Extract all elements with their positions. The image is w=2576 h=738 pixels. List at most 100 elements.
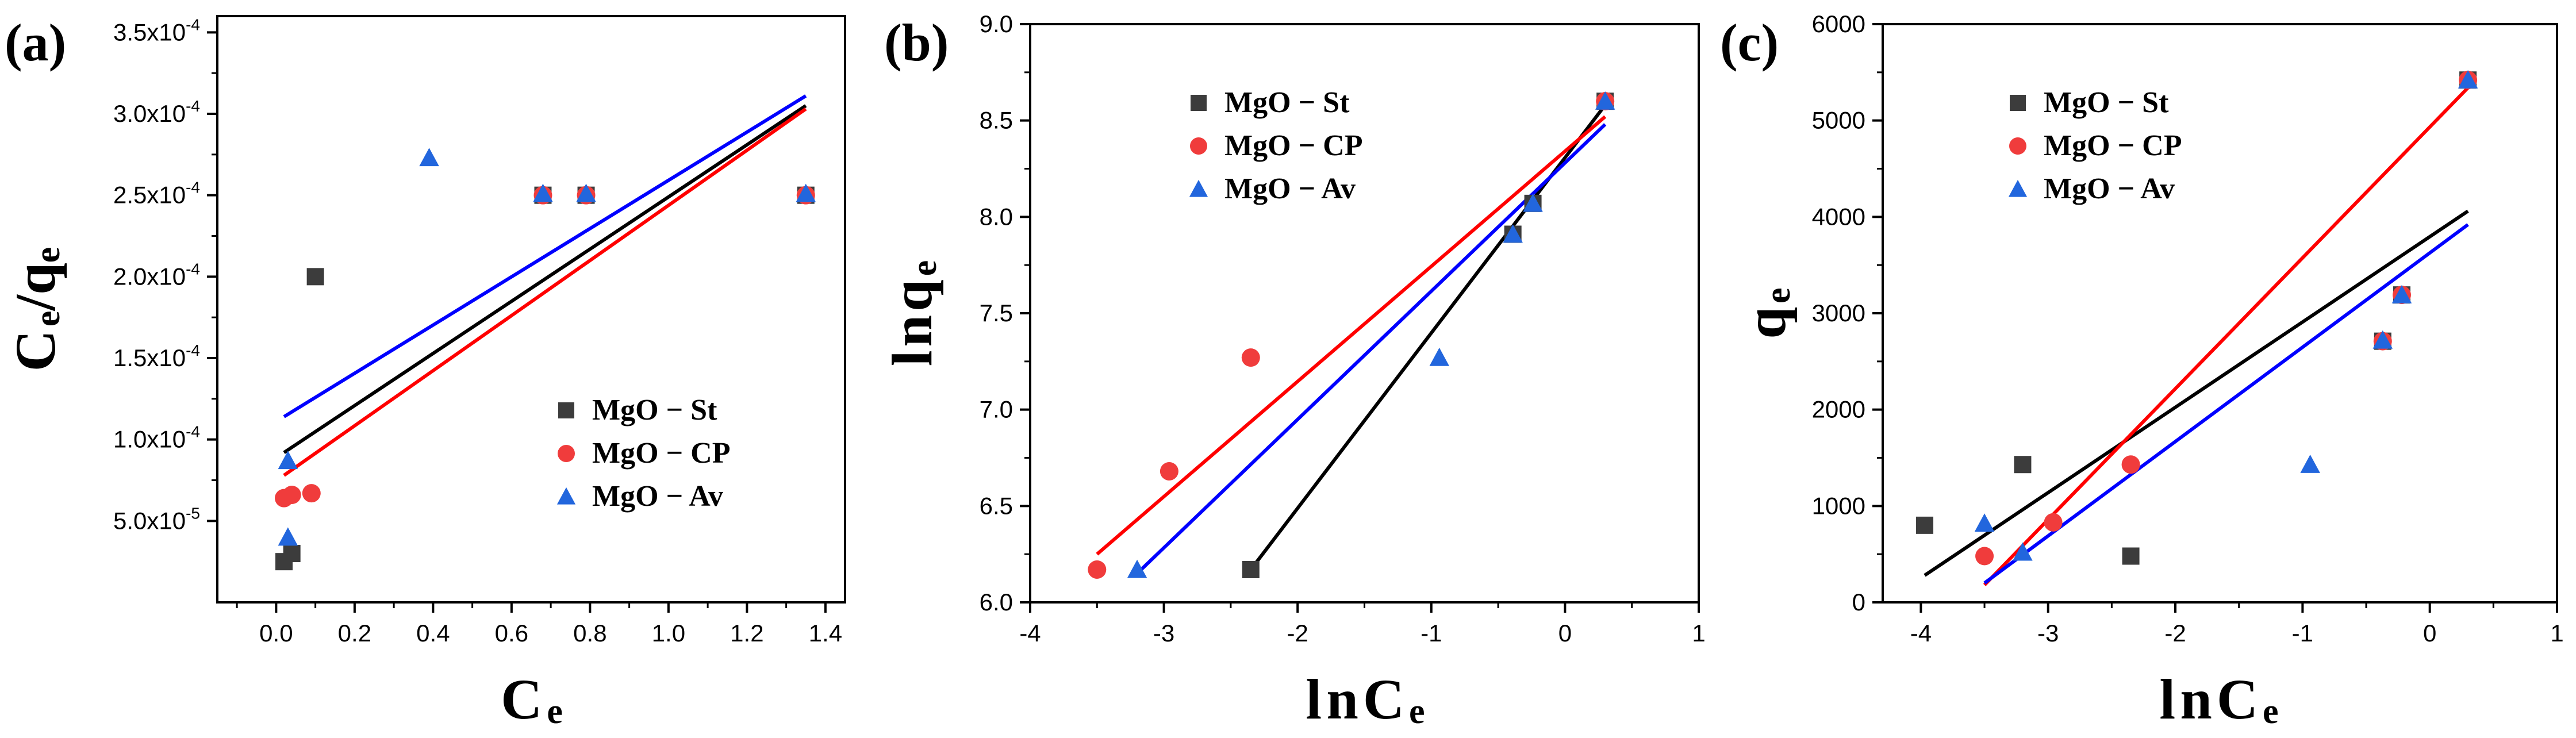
y-axis-label-subscript: e — [905, 260, 944, 276]
y-tick-label: 3.0x10-4 — [113, 97, 200, 127]
data-point-Av — [278, 451, 298, 470]
y-tick-label: 6.0 — [980, 589, 1013, 616]
y-tick-label: 2.0x10-4 — [113, 260, 200, 290]
fit-line-CP — [1096, 115, 1607, 556]
x-axis-label-subscript: e — [1409, 692, 1425, 731]
legend-marker-Av — [1189, 179, 1208, 197]
data-point-St — [1242, 560, 1260, 578]
panel-label: (b) — [884, 13, 949, 72]
y-axis-label: Ce/qe — [3, 247, 67, 372]
legend-marker-CP — [1190, 137, 1207, 155]
x-tick-label: 1.4 — [809, 620, 842, 647]
data-point-CP — [282, 486, 301, 504]
y-axis-label-separator: /q — [3, 263, 67, 311]
y-tick-label: 9.0 — [980, 10, 1013, 37]
fit-line-Av — [1136, 123, 1607, 575]
y-tick-label: 2000 — [1812, 396, 1865, 423]
fit-line-CP — [283, 107, 807, 477]
fit-line-Av — [1983, 223, 2469, 585]
fit-line-St — [283, 104, 807, 454]
x-tick-label: 0 — [1558, 620, 1572, 647]
y-tick-label: 5.0x10-5 — [113, 504, 200, 534]
y-tick-exponent: -4 — [186, 341, 200, 359]
y-tick-label: 3000 — [1812, 299, 1865, 326]
x-tick-label: -4 — [1019, 620, 1041, 647]
y-axis-label-subscript: e — [28, 311, 67, 327]
x-axis-label-main: C — [501, 667, 547, 731]
y-tick-label: 1000 — [1812, 492, 1865, 519]
x-axis-label: lnCe — [2159, 667, 2278, 731]
x-axis-label-subscript: e — [547, 692, 563, 731]
data-point-Av — [576, 183, 596, 202]
data-point-CP — [1975, 547, 1994, 566]
panel-label: (c) — [1720, 13, 1779, 72]
data-point-Av — [2458, 70, 2478, 89]
y-tick-mantissa: 5.0x10 — [113, 507, 186, 534]
data-point-Av — [2372, 330, 2393, 349]
y-axis-label-main: q — [1734, 303, 1798, 339]
legend-marker-CP — [2009, 137, 2026, 155]
data-point-St — [306, 268, 324, 286]
y-tick-exponent: -4 — [186, 260, 200, 278]
chart-panel-2: -4 -3 -2 -1 0 1 0 1000 2000 3000 4000 5000 6000 MgO −… — [1720, 10, 2564, 731]
data-point-Av — [796, 183, 816, 202]
fit-line-Av — [283, 94, 807, 418]
data-point-Av — [1523, 193, 1543, 212]
data-point-Av — [1503, 224, 1523, 243]
y-tick-label: 8.0 — [980, 203, 1013, 230]
x-tick-label: -3 — [1153, 620, 1174, 647]
y-tick-label: 1.5x10-4 — [113, 341, 200, 371]
y-tick-label: 4000 — [1812, 203, 1865, 230]
legend-label-CP: MgO − CP — [2044, 129, 2182, 162]
x-tick-label: -1 — [1421, 620, 1442, 647]
y-tick-mantissa: 2.0x10 — [113, 263, 186, 290]
y-tick-label: 5000 — [1812, 107, 1865, 134]
y-tick-label: 1.0x10-4 — [113, 423, 200, 453]
y-tick-mantissa: 2.5x10 — [113, 182, 186, 209]
y-tick-label: 6000 — [1812, 10, 1865, 37]
data-point-Av — [278, 527, 298, 546]
chart-panel-0: 0.0 0.2 0.4 0.6 0.8 1.0 1.2 1.45.0x10-51.0x10-4… — [3, 13, 846, 731]
data-point-Av — [2391, 285, 2412, 303]
data-point-CP — [2044, 513, 2063, 532]
x-axis-label: Ce — [501, 667, 563, 731]
y-tick-mantissa: 3.5x10 — [113, 18, 186, 45]
legend-marker-Av — [556, 487, 576, 505]
fit-line-CP — [1983, 86, 2470, 586]
legend-marker-CP — [558, 445, 575, 462]
x-axis-label-main: lnC — [2159, 667, 2263, 731]
x-tick-label: 0.0 — [259, 620, 293, 647]
x-tick-label: 1 — [1692, 620, 1705, 647]
x-tick-label: -1 — [2292, 620, 2313, 647]
data-point-Av — [1429, 347, 1450, 366]
y-axis-label-main: lnq — [880, 276, 944, 366]
y-tick-label: 7.5 — [980, 299, 1013, 326]
x-tick-label: -3 — [2037, 620, 2059, 647]
y-tick-mantissa: 1.5x10 — [113, 344, 186, 371]
x-tick-label: 0.6 — [495, 620, 528, 647]
legend-marker-St — [1191, 95, 1207, 111]
y-axis-label-subscript-2: e — [28, 247, 67, 263]
fit-line-St — [1924, 209, 2469, 577]
y-tick-exponent: -5 — [186, 504, 200, 522]
legend-marker-St — [2010, 95, 2026, 111]
y-tick-label: 0 — [1852, 589, 1865, 616]
x-tick-label: -2 — [2164, 620, 2186, 647]
legend-marker-St — [558, 402, 574, 418]
y-axis-label-subscript: e — [1759, 287, 1798, 303]
x-tick-label: -2 — [1287, 620, 1308, 647]
legend-label-Av: MgO − Av — [1224, 172, 1356, 205]
x-tick-label: 0.2 — [338, 620, 371, 647]
x-axis-label: lnCe — [1306, 667, 1425, 731]
x-tick-label: 0.4 — [416, 620, 450, 647]
data-point-Av — [1127, 559, 1147, 578]
data-point-CP — [2121, 455, 2140, 474]
y-tick-label: 8.5 — [980, 107, 1013, 134]
data-point-St — [2014, 456, 2032, 474]
data-point-CP — [1241, 348, 1260, 367]
x-tick-label: 1.0 — [652, 620, 685, 647]
x-axis-label-subscript: e — [2263, 692, 2279, 731]
y-tick-label: 7.0 — [980, 396, 1013, 423]
legend-label-Av: MgO − Av — [2044, 172, 2175, 205]
